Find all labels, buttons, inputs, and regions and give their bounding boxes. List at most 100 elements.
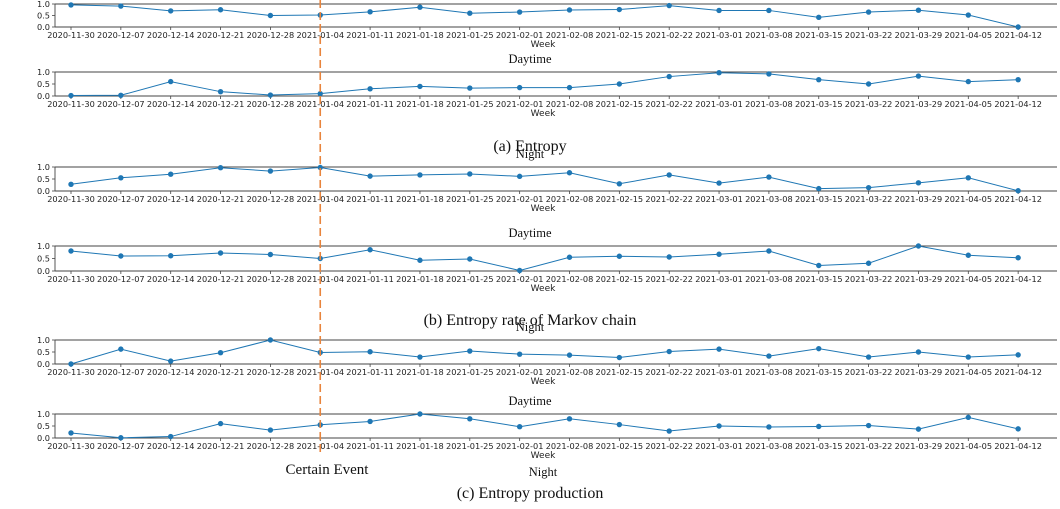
x-tick-label: 2021-03-01 [695, 441, 743, 451]
x-tick-label: 2021-03-08 [745, 367, 793, 377]
x-tick-label: 2021-03-29 [895, 99, 943, 109]
data-point [217, 350, 224, 356]
series-line [70, 245, 1019, 272]
data-point [467, 171, 473, 177]
x-tick-label: 2021-02-22 [645, 441, 693, 451]
x-tick-label: 2020-11-30 [47, 99, 95, 109]
x-tick-label: 2020-12-14 [147, 441, 195, 451]
y-tick-label: 0.0 [37, 266, 50, 276]
x-tick-label: 2021-02-01 [496, 194, 544, 204]
x-tick-label: 2020-11-30 [47, 274, 95, 284]
panel-title: Daytime [508, 394, 551, 408]
data-point [965, 252, 971, 258]
x-axis-label: Week [531, 284, 556, 294]
data-point [168, 433, 174, 440]
data-point [367, 349, 373, 355]
data-point [716, 70, 722, 76]
data-point [766, 7, 772, 14]
x-tick-label: 2021-03-29 [895, 274, 943, 284]
data-point [566, 7, 573, 13]
x-tick-label: 2021-02-01 [496, 99, 544, 109]
y-tick-label: 0.5 [37, 79, 50, 89]
x-tick-label: 2020-12-28 [247, 274, 295, 284]
series-line [70, 4, 1019, 28]
data-point [716, 7, 722, 14]
x-tick-label: 2021-03-01 [695, 30, 743, 40]
data-point [417, 172, 423, 178]
data-point [516, 351, 523, 357]
data-point [168, 253, 174, 259]
data-point [616, 421, 623, 428]
bottom-panel-label: Night [529, 465, 558, 479]
data-point [915, 243, 922, 249]
x-tick-label: 2021-01-25 [446, 194, 494, 204]
x-tick-label: 2021-02-15 [596, 99, 644, 109]
data-point [716, 346, 722, 352]
data-point [467, 10, 473, 16]
x-tick-label: 2021-01-18 [396, 99, 444, 109]
y-tick-label: 1.0 [37, 409, 50, 419]
x-tick-label: 2021-02-01 [496, 367, 544, 377]
data-point [217, 88, 224, 95]
data-point [217, 420, 224, 427]
data-point [965, 414, 971, 421]
x-tick-label: 2020-12-07 [97, 367, 145, 377]
data-point [267, 92, 274, 98]
data-point [915, 73, 922, 79]
x-tick-label: 2020-12-21 [197, 194, 245, 204]
data-point [666, 172, 672, 178]
panel-title: Daytime [508, 226, 551, 240]
y-tick-label: 1.0 [37, 162, 50, 172]
data-point [516, 267, 523, 274]
x-tick-label: 2021-02-15 [596, 441, 644, 451]
data-point [666, 348, 672, 355]
x-tick-label: 2020-12-28 [247, 441, 295, 451]
data-point [68, 361, 74, 367]
data-point [716, 423, 722, 429]
x-tick-label: 2020-12-07 [97, 99, 145, 109]
figure-caption: (a) Entropy [493, 138, 566, 155]
x-tick-label: 2021-02-15 [596, 274, 644, 284]
x-tick-label: 2021-04-05 [945, 194, 993, 204]
x-tick-label: 2021-02-08 [546, 441, 594, 451]
x-tick-label: 2021-01-11 [346, 274, 394, 284]
data-point [766, 174, 772, 180]
data-point [68, 181, 74, 187]
x-tick-label: 2020-12-21 [197, 274, 245, 284]
x-tick-label: 2021-02-15 [596, 367, 644, 377]
data-point [168, 171, 174, 177]
data-point [267, 12, 274, 19]
data-point [417, 257, 423, 263]
data-point [816, 262, 822, 269]
x-tick-label: 2020-11-30 [47, 194, 95, 204]
y-tick-label: 0.0 [37, 433, 50, 443]
data-point [666, 73, 672, 80]
y-tick-label: 0.5 [37, 254, 50, 264]
x-tick-label: 2021-04-05 [945, 274, 993, 284]
data-point [118, 92, 124, 98]
x-tick-label: 2021-01-25 [446, 367, 494, 377]
data-point [766, 248, 772, 254]
x-tick-label: 2020-12-21 [197, 441, 245, 451]
data-point [616, 181, 623, 187]
x-tick-label: 2021-01-11 [346, 441, 394, 451]
data-point [965, 175, 971, 181]
data-point [467, 416, 473, 422]
x-tick-label: 2021-03-01 [695, 99, 743, 109]
data-point [118, 175, 124, 181]
data-point [1015, 24, 1021, 30]
x-tick-label: 2020-11-30 [47, 30, 95, 40]
x-tick-label: 2021-01-18 [396, 367, 444, 377]
x-tick-label: 2020-11-30 [47, 441, 95, 451]
data-point [217, 250, 224, 256]
data-point [816, 76, 822, 83]
x-tick-label: 2021-03-22 [845, 367, 893, 377]
data-point [267, 337, 274, 343]
data-point [417, 83, 423, 90]
data-point [367, 9, 373, 15]
x-tick-label: 2021-03-29 [895, 367, 943, 377]
x-tick-label: 2020-12-28 [247, 99, 295, 109]
x-tick-label: 2021-03-29 [895, 441, 943, 451]
